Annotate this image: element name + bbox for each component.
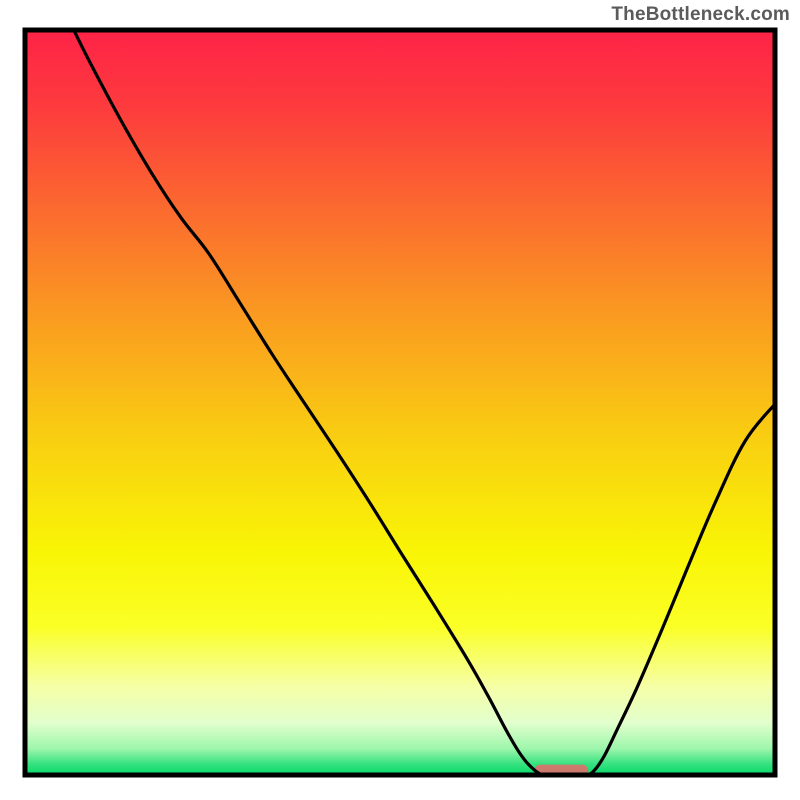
gradient-background — [25, 30, 775, 775]
bottleneck-chart — [0, 0, 800, 800]
chart-canvas: TheBottleneck.com — [0, 0, 800, 800]
watermark-text: TheBottleneck.com — [611, 4, 790, 26]
